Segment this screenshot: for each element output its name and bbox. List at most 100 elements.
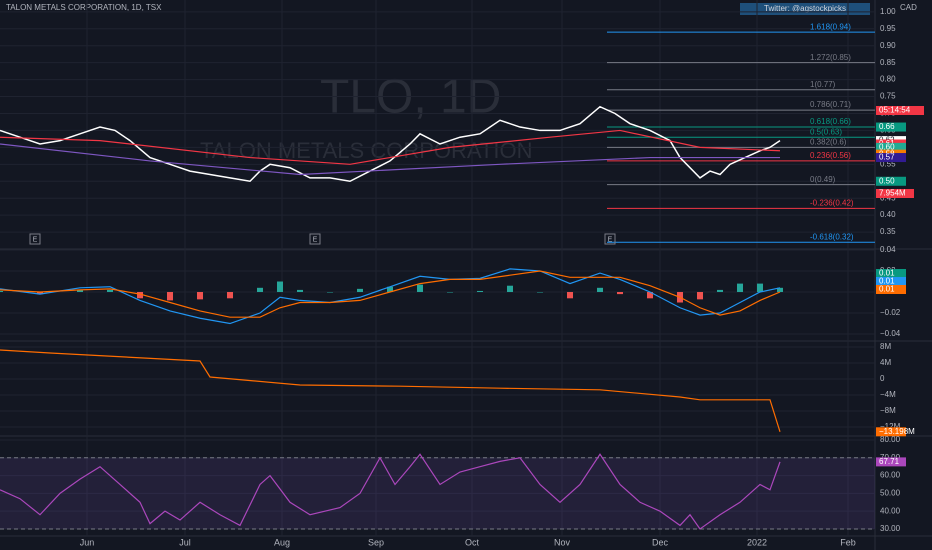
price-tag-label: 0.01 bbox=[879, 277, 895, 286]
y-tick-label: 0.80 bbox=[880, 75, 896, 84]
countdown: 05:14:54 bbox=[879, 106, 911, 115]
histogram-bar bbox=[777, 287, 783, 293]
histogram-bar bbox=[167, 292, 173, 301]
fib-label: -0.618(0.32) bbox=[810, 232, 854, 241]
x-tick-label: Feb bbox=[840, 537, 856, 547]
series-line bbox=[0, 453, 781, 530]
price-tag bbox=[876, 153, 906, 163]
y-tick-label: 0.04 bbox=[880, 245, 896, 254]
currency: CAD bbox=[900, 3, 917, 12]
fib-label: 0.618(0.66) bbox=[810, 117, 851, 126]
histogram-bar bbox=[737, 283, 743, 293]
price-tag bbox=[876, 285, 906, 295]
event-label: E bbox=[313, 236, 318, 243]
volume-tag bbox=[876, 189, 914, 198]
price-tag-label: 0.60 bbox=[879, 142, 895, 151]
histogram-bar bbox=[257, 287, 263, 293]
price-tag-label: 67.71 bbox=[879, 457, 900, 466]
series-line bbox=[0, 143, 780, 176]
fib-label: 0.382(0.6) bbox=[810, 137, 847, 146]
series-line bbox=[0, 105, 781, 183]
fib-label: 0.786(0.71) bbox=[810, 100, 851, 109]
price-tag bbox=[876, 176, 906, 186]
histogram-bar bbox=[37, 292, 43, 295]
histogram-bar bbox=[297, 289, 303, 293]
watermark-sub: TALON METALS CORPORATION bbox=[200, 138, 532, 163]
event-label: E bbox=[608, 236, 613, 243]
price-tag-label: 0.01 bbox=[879, 285, 895, 294]
event-box bbox=[604, 233, 616, 245]
y-tick-label: 30.00 bbox=[880, 524, 901, 533]
y-tick-label: 0.95 bbox=[880, 24, 896, 33]
countdown-tag bbox=[876, 106, 924, 115]
price-tag bbox=[876, 142, 906, 152]
histogram-bar bbox=[567, 292, 573, 299]
y-tick-label: 4M bbox=[880, 358, 891, 367]
histogram-bar bbox=[697, 292, 703, 300]
histogram-bar bbox=[77, 289, 83, 293]
histogram-bar bbox=[507, 285, 513, 293]
histogram-bar bbox=[717, 289, 723, 293]
y-tick-label: 0.55 bbox=[880, 159, 896, 168]
y-tick-label: −0.04 bbox=[880, 329, 901, 338]
price-tag bbox=[876, 277, 906, 287]
event-label: E bbox=[33, 236, 38, 243]
y-tick-label: 0 bbox=[880, 374, 885, 383]
watermark: TLO, 1D bbox=[320, 71, 501, 124]
histogram-bar bbox=[357, 288, 363, 293]
y-tick-label: 60.00 bbox=[880, 471, 901, 480]
y-tick-label: 50.00 bbox=[880, 488, 901, 497]
price-tag bbox=[876, 457, 906, 467]
histogram-bar bbox=[757, 283, 763, 293]
histogram-bar bbox=[277, 281, 283, 293]
series-line bbox=[0, 349, 781, 432]
price-tag bbox=[876, 269, 906, 279]
series-line bbox=[0, 268, 781, 325]
y-tick-label: 80.00 bbox=[880, 435, 901, 444]
x-tick-label: Jul bbox=[179, 537, 191, 547]
y-tick-label: 0.85 bbox=[880, 58, 896, 67]
price-tag-label: 0.50 bbox=[879, 176, 895, 185]
fib-label: -0.236(0.42) bbox=[810, 198, 854, 207]
fib-label: 0.5(0.63) bbox=[810, 127, 842, 136]
y-tick-label: 0.35 bbox=[880, 227, 896, 236]
event-box bbox=[309, 233, 321, 245]
price-tag bbox=[876, 427, 906, 437]
series-line bbox=[0, 129, 781, 165]
y-tick-label: 1.00 bbox=[880, 7, 896, 16]
y-tick-label: 0.90 bbox=[880, 41, 896, 50]
histogram-bar bbox=[447, 292, 453, 293]
y-tick-label: −8M bbox=[880, 406, 896, 415]
x-tick-label: Oct bbox=[465, 537, 480, 547]
fib-label: 0(0.49) bbox=[810, 175, 836, 184]
y-tick-label: −4M bbox=[880, 390, 896, 399]
histogram-bar bbox=[327, 292, 333, 293]
y-tick-label: 8M bbox=[880, 342, 891, 351]
histogram-bar bbox=[597, 287, 603, 293]
histogram-bar bbox=[647, 292, 653, 299]
volume-tag-label: 7.954M bbox=[879, 189, 906, 198]
x-tick-label: 2022 bbox=[747, 537, 767, 547]
histogram-bar bbox=[477, 290, 483, 293]
histogram-bar bbox=[537, 292, 543, 293]
event-box bbox=[29, 233, 41, 245]
y-tick-label: 40.00 bbox=[880, 506, 901, 515]
y-tick-label: 0.40 bbox=[880, 210, 896, 219]
twitter: Twitter: @agstockpicks bbox=[764, 4, 846, 13]
rsi-band bbox=[0, 457, 875, 529]
x-tick-label: Nov bbox=[554, 537, 571, 547]
series-line bbox=[0, 270, 781, 318]
x-tick-label: Dec bbox=[652, 537, 669, 547]
histogram-bar bbox=[417, 284, 423, 293]
histogram-bar bbox=[137, 292, 143, 299]
price-tag-label: −13.198M bbox=[879, 427, 915, 436]
histogram-bar bbox=[107, 289, 113, 293]
y-tick-label: −0.02 bbox=[880, 308, 901, 317]
y-tick-label: −12M bbox=[880, 422, 901, 431]
y-tick-label: 0.75 bbox=[880, 92, 896, 101]
fib-label: 1.618(0.94) bbox=[810, 22, 851, 31]
histogram-bar bbox=[387, 286, 393, 293]
chart-title: TALON METALS CORPORATION, 1D, TSX bbox=[6, 3, 162, 12]
histogram-bar bbox=[617, 292, 623, 295]
